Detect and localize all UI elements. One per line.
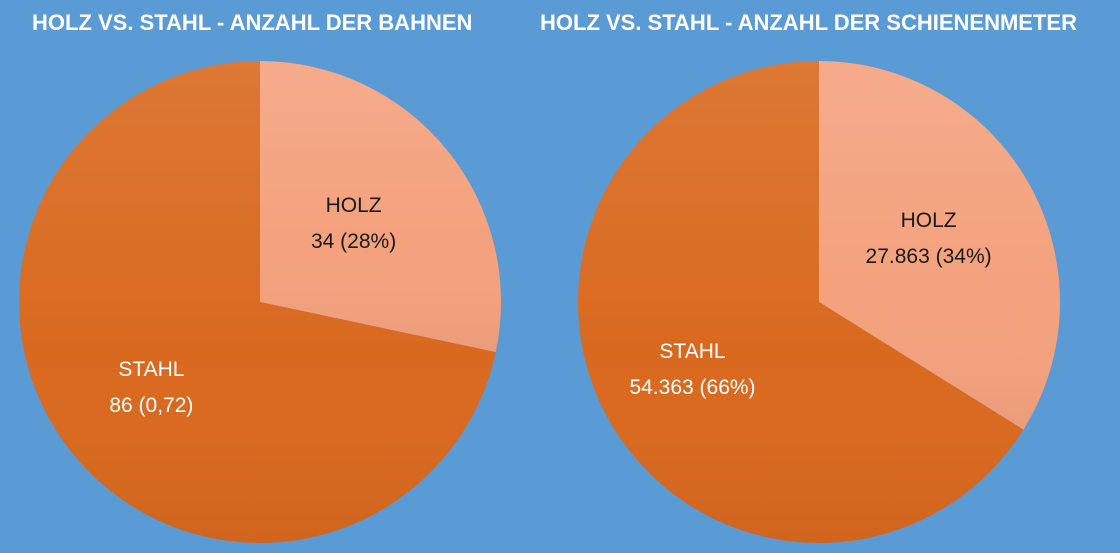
pie-slice-shading bbox=[260, 61, 501, 353]
slice-category-label: HOLZ bbox=[901, 209, 957, 232]
slice-category-label: HOLZ bbox=[326, 194, 382, 217]
pie-schienenmeter: HOLZ 27.863 (34%) STAHL 54.363 (66%) bbox=[577, 60, 1060, 544]
slice-category-label: STAHL bbox=[118, 358, 184, 381]
slice-value-label: 86 (0,72) bbox=[109, 394, 193, 417]
slice-value-label: 27.863 (34%) bbox=[866, 245, 992, 268]
slice-value-label: 34 (28%) bbox=[311, 230, 396, 253]
pie-slice-shading bbox=[819, 61, 1060, 430]
pie-bahnen: HOLZ 34 (28%) STAHL 86 (0,72) bbox=[18, 61, 501, 543]
slice-category-label: STAHL bbox=[659, 340, 725, 363]
chart-title-schienenmeter: HOLZ VS. STAHL - ANZAHL DER SCHIENENMETE… bbox=[540, 10, 1077, 35]
slice-value-label: 54.363 (66%) bbox=[629, 376, 755, 399]
pie-slice-shading bbox=[577, 60, 1024, 544]
pie-slice-shading bbox=[18, 61, 496, 543]
chart-title-bahnen: HOLZ VS. STAHL - ANZAHL DER BAHNEN bbox=[32, 10, 473, 35]
